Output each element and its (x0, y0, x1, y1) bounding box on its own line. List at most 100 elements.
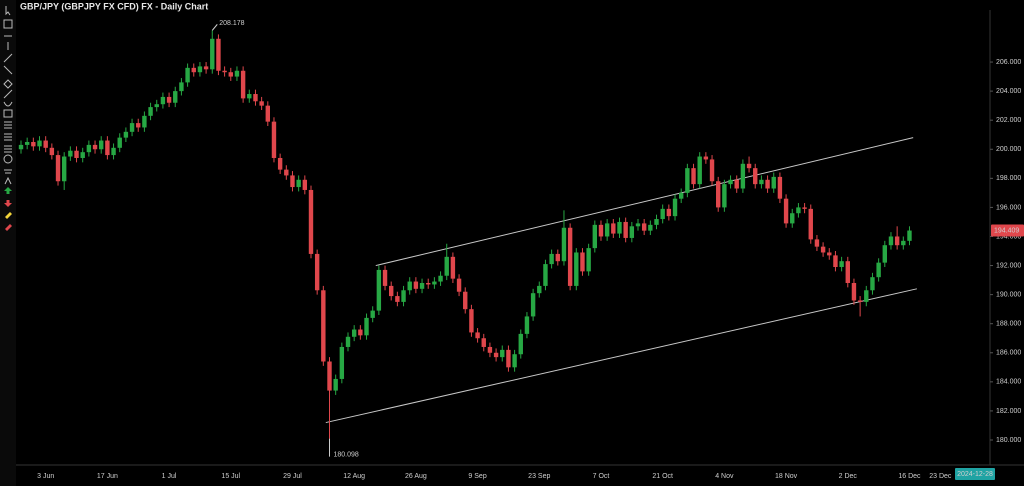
x-tick-label: 7 Oct (593, 473, 610, 480)
candle-body (247, 94, 252, 99)
candle-body (827, 252, 832, 256)
candle-body (117, 137, 122, 148)
tool-fib2[interactable] (4, 133, 12, 141)
candle-body (709, 159, 715, 182)
candle-body (228, 72, 233, 77)
tool-channel[interactable] (3, 79, 13, 89)
candle-body (802, 207, 807, 209)
candle-body (148, 107, 153, 116)
tool-ray[interactable] (3, 65, 13, 75)
candle-body (389, 285, 394, 297)
candle-body (86, 144, 92, 153)
candle-body (574, 252, 579, 286)
candle-body (864, 290, 869, 302)
candle-body (703, 156, 709, 160)
tool-rect[interactable] (3, 109, 13, 118)
toolbar-bg (0, 0, 16, 486)
candle-body (728, 179, 733, 185)
x-tick-label: 23 Sep (528, 473, 550, 480)
candle-body (666, 208, 672, 217)
x-tick-label: 12 Aug (343, 473, 365, 480)
y-tick-label: 188.000 (996, 321, 1021, 328)
candle-body (111, 147, 116, 156)
candle-body (734, 179, 739, 189)
candle-body (31, 141, 36, 147)
y-tick-label: 192.000 (996, 262, 1021, 269)
candle-body (882, 245, 887, 263)
y-tick-label: 196.000 (996, 204, 1021, 211)
y-tick-label: 182.000 (996, 408, 1021, 415)
candle-body (604, 223, 610, 237)
tool-highlighter[interactable] (5, 212, 12, 219)
candle-body (641, 223, 647, 231)
candle-body (43, 140, 48, 148)
y-tick-label: 206.000 (996, 59, 1021, 66)
y-tick-label: 200.000 (996, 146, 1021, 153)
candle-body (18, 144, 24, 150)
candle-body (567, 227, 573, 286)
tool-label[interactable] (4, 176, 12, 185)
tool-line[interactable] (3, 89, 13, 99)
x-tick-label: 9 Sep (468, 473, 486, 480)
tool-arrow-down[interactable] (4, 200, 12, 207)
tool-text[interactable] (4, 169, 12, 174)
candle-body (240, 70, 246, 99)
candle-body (61, 156, 67, 182)
candle-body (876, 262, 881, 278)
tool-trend[interactable] (3, 53, 13, 63)
candle-body (475, 332, 480, 339)
candle-body (179, 82, 184, 92)
candle-body (790, 213, 795, 224)
x-tick-label: 26 Aug (405, 473, 427, 480)
candle-body (672, 198, 678, 217)
candle-body (444, 256, 449, 276)
candle-body (771, 176, 776, 189)
tool-gann[interactable] (4, 145, 12, 153)
candle-body (555, 253, 560, 262)
candle-body (814, 239, 820, 247)
candle-body (796, 207, 801, 214)
candle-body (358, 329, 363, 336)
cursor-date-label: 2024-12-28 (957, 471, 993, 478)
candle-body (426, 283, 431, 285)
candle-body (907, 230, 912, 241)
candle-body (37, 140, 42, 147)
y-tick-label: 190.000 (996, 291, 1021, 298)
trendline (375, 137, 914, 267)
candle-body (808, 208, 813, 240)
candle-body (265, 105, 270, 122)
candle-body (259, 101, 264, 106)
tool-pointer[interactable] (5, 6, 11, 16)
high-label: 208.178 (219, 20, 244, 27)
x-tick-label: 29 Jul (283, 473, 302, 480)
candle-body (271, 121, 277, 158)
candle-body (234, 70, 240, 77)
cursor-date-tag (955, 468, 995, 480)
candle-body (419, 283, 425, 289)
candle-body (611, 223, 616, 234)
y-tick-label: 180.000 (996, 437, 1021, 444)
candle-body (290, 175, 295, 188)
y-tick-label: 198.000 (996, 175, 1021, 182)
candle-body (740, 163, 746, 189)
candle-body (450, 256, 456, 279)
candle-body (512, 354, 517, 368)
candle-body (839, 261, 844, 268)
candle-body (691, 168, 696, 185)
candle-body (173, 91, 178, 103)
tool-arrow-up[interactable] (4, 187, 12, 194)
candle-body (253, 94, 258, 102)
candle-body (210, 38, 215, 70)
tool-arc[interactable] (3, 101, 13, 107)
tool-eraser[interactable] (5, 224, 12, 231)
tool-circle[interactable] (3, 154, 13, 164)
candle-body (506, 349, 511, 368)
tool-crosshair[interactable] (3, 19, 13, 29)
x-tick-label: 21 Oct (652, 473, 673, 480)
candle-body (586, 248, 591, 272)
candle-body (432, 281, 437, 285)
candle-body (339, 346, 345, 379)
candle-body (407, 281, 412, 291)
candle-body (518, 333, 523, 355)
tool-fib[interactable] (4, 121, 12, 129)
